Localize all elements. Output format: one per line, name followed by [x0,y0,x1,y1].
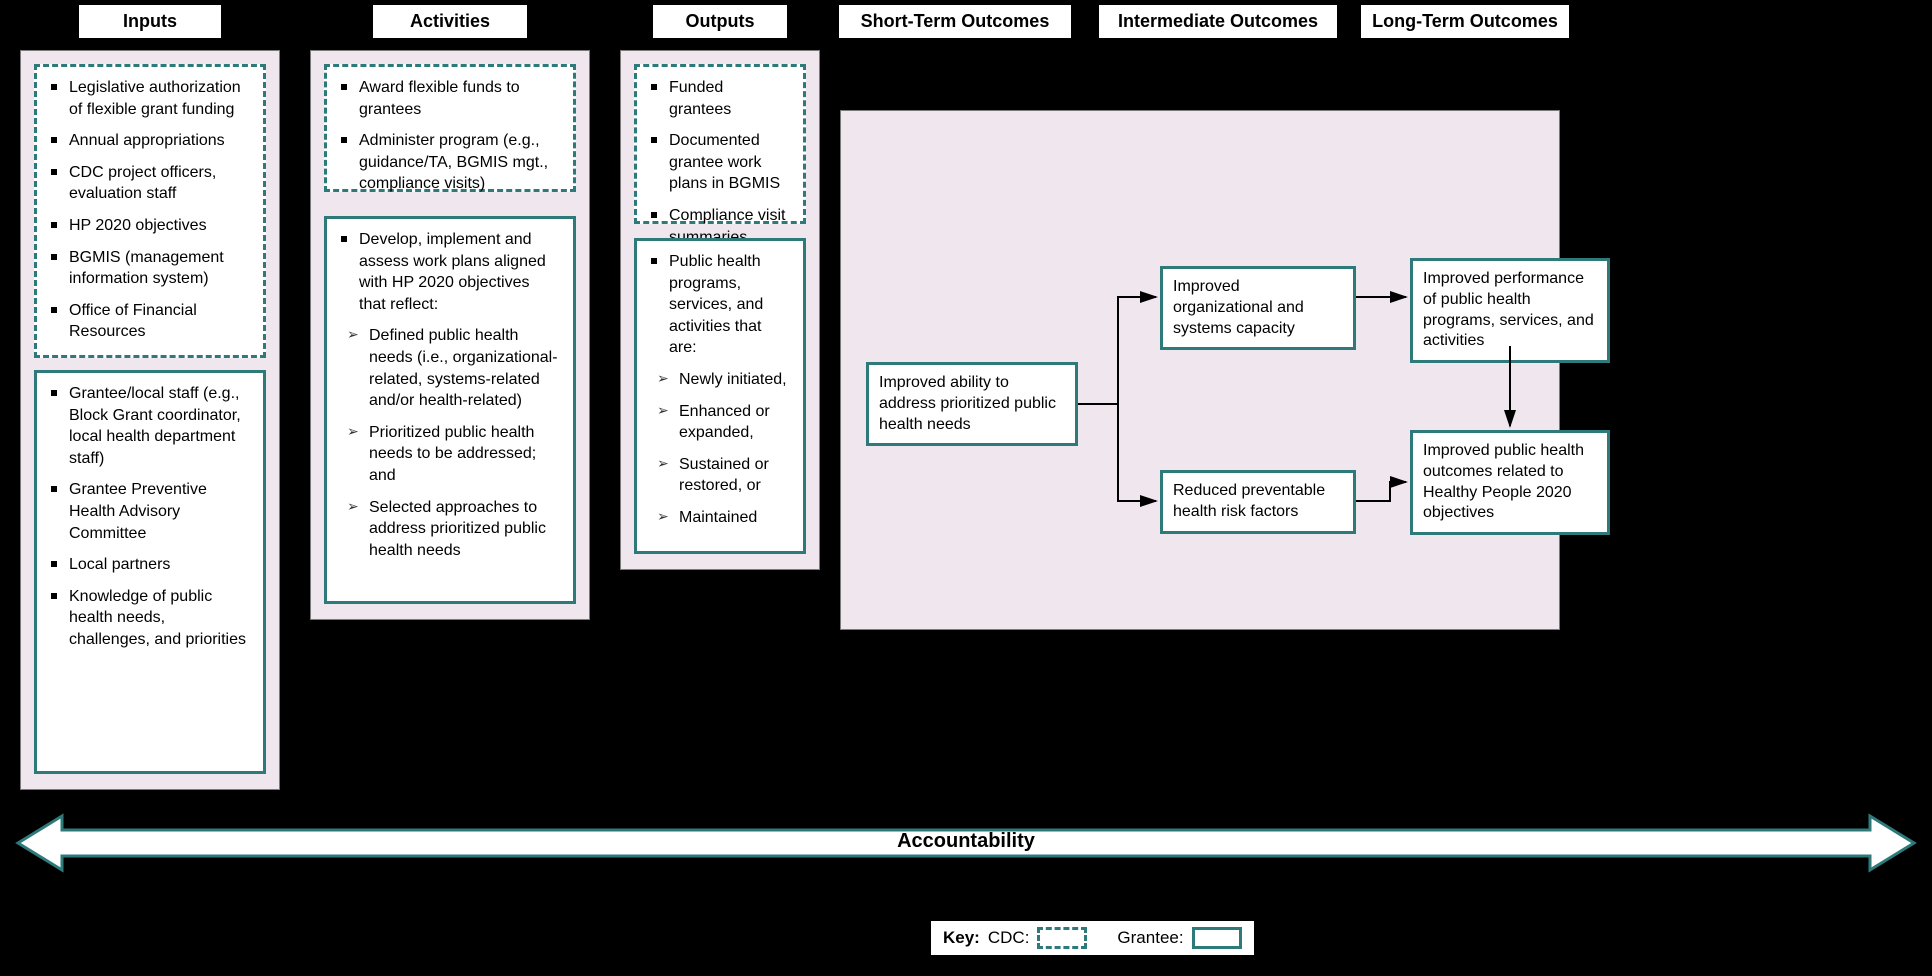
list-item: Grantee/local staff (e.g., Block Grant c… [51,383,249,469]
header-activities: Activities [372,4,528,39]
list-item: Documented grantee work plans in BGMIS [651,130,789,195]
header-outputs: Outputs [652,4,788,39]
inputs-cdc-list: Legislative authorization of flexible gr… [51,77,249,343]
inputs-grantee-list: Grantee/local staff (e.g., Block Grant c… [51,383,249,651]
outputs-cdc-box: Funded grantees Documented grantee work … [634,64,806,224]
inputs-grantee-box: Grantee/local staff (e.g., Block Grant c… [34,370,266,774]
list-item: Award flexible funds to grantees [341,77,559,120]
list-item: Newly initiated, [657,369,789,391]
outputs-grantee-sublist: Newly initiated, Enhanced or expanded, S… [657,369,789,529]
list-item: Administer program (e.g., guidance/TA, B… [341,130,559,195]
list-item: Prioritized public health needs to be ad… [347,422,559,487]
outputs-cdc-list: Funded grantees Documented grantee work … [651,77,789,248]
activities-cdc-box: Award flexible funds to grantees Adminis… [324,64,576,192]
list-item: Enhanced or expanded, [657,401,789,444]
list-item: Maintained [657,507,789,529]
activities-grantee-box: Develop, implement and assess work plans… [324,216,576,604]
list-item: HP 2020 objectives [51,215,249,237]
inputs-cdc-box: Legislative authorization of flexible gr… [34,64,266,358]
outcome-intermediate-2: Reduced preventable health risk factors [1160,470,1356,534]
header-inputs: Inputs [78,4,222,39]
list-item: Defined public health needs (i.e., organ… [347,325,559,411]
list-item: Selected approaches to address prioritiz… [347,497,559,562]
key-grantee-label: Grantee: [1117,928,1183,948]
list-item: Local partners [51,554,249,576]
activities-cdc-list: Award flexible funds to grantees Adminis… [341,77,559,195]
list-item: Legislative authorization of flexible gr… [51,77,249,120]
key-cdc-label: CDC: [988,928,1030,948]
outcome-short-1: Improved ability to address prioritized … [866,362,1078,446]
activities-grantee-intro: Develop, implement and assess work plans… [341,229,559,315]
list-item: Funded grantees [651,77,789,120]
legend-key: Key: CDC: Grantee: [930,920,1255,956]
list-item: Sustained or restored, or [657,454,789,497]
outcome-long-2: Improved public health outcomes related … [1410,430,1610,535]
outputs-grantee-intro: Public health programs, services, and ac… [651,251,789,359]
list-item: Annual appropriations [51,130,249,152]
list-item: Office of Financial Resources [51,300,249,343]
accountability-label: Accountability [0,830,1932,853]
header-long-term: Long-Term Outcomes [1360,4,1570,39]
list-item: Knowledge of public health needs, challe… [51,586,249,651]
header-intermediate: Intermediate Outcomes [1098,4,1338,39]
header-short-term: Short-Term Outcomes [838,4,1072,39]
list-item: CDC project officers, evaluation staff [51,162,249,205]
activities-grantee-sublist: Defined public health needs (i.e., organ… [347,325,559,561]
key-grantee-swatch [1192,927,1242,949]
outcome-long-1: Improved performance of public health pr… [1410,258,1610,363]
list-item: Grantee Preventive Health Advisory Commi… [51,479,249,544]
outputs-grantee-box: Public health programs, services, and ac… [634,238,806,554]
key-cdc-swatch [1037,927,1087,949]
outcome-intermediate-1: Improved organizational and systems capa… [1160,266,1356,350]
list-item: BGMIS (management information system) [51,247,249,290]
key-label: Key: [943,928,980,948]
